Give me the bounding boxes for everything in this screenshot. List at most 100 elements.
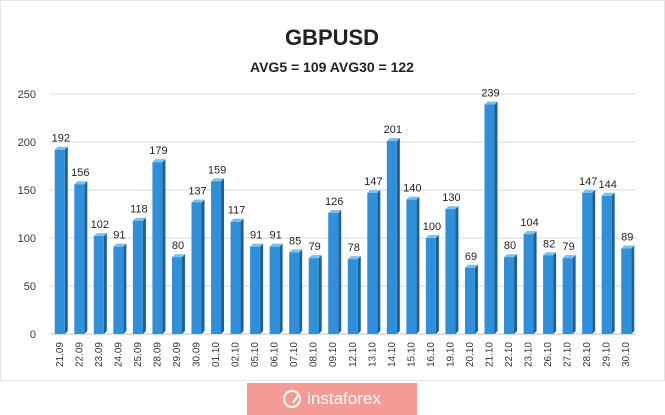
instaforex-watermark: instaforex bbox=[247, 383, 417, 415]
bar-front bbox=[523, 234, 534, 334]
bar-front bbox=[621, 248, 632, 334]
bar bbox=[406, 196, 420, 334]
bar-top bbox=[562, 255, 576, 259]
bar-top bbox=[504, 254, 518, 258]
bar-side bbox=[611, 192, 615, 334]
bar-top bbox=[93, 233, 107, 237]
bar bbox=[171, 254, 185, 334]
x-tick-label: 07.10 bbox=[289, 342, 300, 367]
bar-front bbox=[386, 141, 397, 334]
data-label: 192 bbox=[52, 133, 70, 145]
bar bbox=[484, 101, 498, 334]
bar-front bbox=[113, 246, 124, 334]
bar bbox=[230, 218, 244, 334]
x-tick-label: 20.10 bbox=[465, 342, 476, 367]
bar bbox=[425, 235, 439, 334]
bar-front bbox=[464, 267, 475, 334]
bar-side bbox=[240, 218, 244, 334]
bar-side bbox=[494, 101, 498, 334]
bar-top bbox=[484, 101, 498, 105]
x-tick-label: 09.10 bbox=[328, 342, 339, 367]
x-tick-label: 01.10 bbox=[211, 342, 222, 367]
bar bbox=[504, 254, 518, 334]
bar-top bbox=[289, 249, 303, 253]
x-tick-label: 22.10 bbox=[504, 342, 515, 367]
bar-side bbox=[396, 138, 400, 334]
data-label: 117 bbox=[228, 205, 246, 217]
bar-side bbox=[533, 231, 537, 334]
x-tick-label: 06.10 bbox=[270, 342, 281, 367]
x-tick-label: 21.09 bbox=[55, 342, 66, 367]
x-axis-ticks: 21.09 22.09 23.09 24.09 25.09 28.09 29.09 30.09… bbox=[55, 342, 632, 367]
x-tick-label: 12.10 bbox=[348, 342, 359, 367]
bar-side bbox=[162, 159, 166, 334]
data-label: 159 bbox=[208, 164, 226, 176]
x-tick-label: 26.10 bbox=[543, 342, 554, 367]
bar-side bbox=[84, 181, 88, 334]
x-tick-label: 30.09 bbox=[192, 342, 203, 367]
bar-side bbox=[338, 210, 342, 334]
y-tick-label: 0 bbox=[30, 329, 36, 341]
data-label: 130 bbox=[442, 192, 460, 204]
bar bbox=[289, 249, 303, 334]
bar-top bbox=[445, 206, 459, 210]
data-label: 69 bbox=[465, 251, 477, 263]
bar bbox=[250, 243, 264, 334]
bar-top bbox=[250, 243, 264, 247]
bar-side bbox=[474, 264, 478, 334]
chart-title: GBPUSD bbox=[285, 25, 379, 50]
x-tick-label: 29.10 bbox=[602, 342, 613, 367]
x-tick-label: 23.10 bbox=[524, 342, 535, 367]
data-label: 104 bbox=[520, 217, 538, 229]
data-label: 102 bbox=[91, 219, 109, 231]
bar-front bbox=[308, 258, 319, 334]
data-label: 91 bbox=[113, 230, 125, 242]
x-tick-label: 05.10 bbox=[250, 342, 261, 367]
bar-top bbox=[132, 217, 146, 221]
bar-front bbox=[289, 252, 300, 334]
bar-side bbox=[416, 196, 420, 334]
y-tick-label: 100 bbox=[18, 233, 36, 245]
bar-top bbox=[113, 243, 127, 247]
bar-side bbox=[377, 189, 381, 334]
data-label: 91 bbox=[250, 230, 262, 242]
bar bbox=[328, 210, 342, 334]
bar-top bbox=[347, 256, 361, 260]
x-tick-label: 28.09 bbox=[152, 342, 163, 367]
bar-front bbox=[601, 195, 612, 334]
bar-front bbox=[543, 255, 554, 334]
bar-front bbox=[562, 258, 573, 334]
data-label: 89 bbox=[621, 232, 633, 244]
bar-front bbox=[347, 259, 358, 334]
bar-top bbox=[367, 189, 381, 193]
x-tick-label: 21.10 bbox=[485, 342, 496, 367]
bar-side bbox=[221, 178, 225, 334]
bar-side bbox=[553, 252, 557, 334]
bar-front bbox=[74, 184, 85, 334]
bar-side bbox=[103, 233, 107, 334]
data-label: 78 bbox=[348, 242, 360, 254]
data-label: 147 bbox=[579, 176, 597, 188]
bar-top bbox=[621, 245, 635, 249]
data-label: 156 bbox=[71, 167, 89, 179]
data-label: 140 bbox=[403, 183, 421, 195]
data-label: 100 bbox=[423, 221, 441, 233]
data-label: 201 bbox=[384, 124, 402, 136]
data-label: 79 bbox=[563, 241, 575, 253]
data-label: 118 bbox=[130, 204, 148, 216]
chart-subtitle: AVG5 = 109 AVG30 = 122 bbox=[250, 59, 414, 75]
x-tick-label: 25.09 bbox=[133, 342, 144, 367]
bar bbox=[191, 199, 205, 334]
data-label: 80 bbox=[504, 240, 516, 252]
instaforex-logo-icon bbox=[283, 390, 302, 408]
bar-top bbox=[171, 254, 185, 258]
x-tick-label: 27.10 bbox=[563, 342, 574, 367]
bar-side bbox=[318, 255, 322, 334]
bar-top bbox=[74, 181, 88, 185]
bar bbox=[74, 181, 88, 334]
bar-side bbox=[201, 199, 205, 334]
bar-front bbox=[230, 221, 241, 334]
x-tick-label: 29.09 bbox=[172, 342, 183, 367]
bars bbox=[54, 101, 635, 334]
